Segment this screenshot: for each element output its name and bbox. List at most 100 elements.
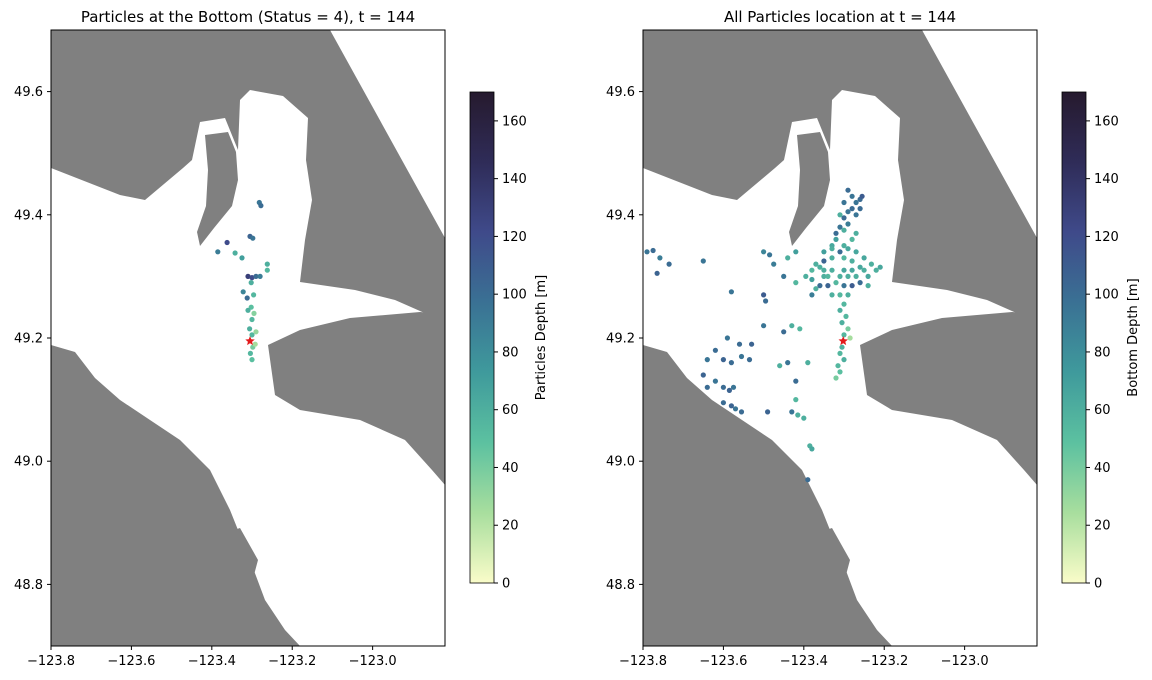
right-particle-point bbox=[837, 350, 843, 356]
left-particle-point bbox=[249, 332, 255, 338]
right-particle-point bbox=[789, 409, 795, 415]
left-colorbar-tick-label: 120 bbox=[502, 230, 527, 245]
right-xaxis: −123.8 −123.6 −123.4 −123.2 −123.0 bbox=[619, 646, 989, 669]
right-particle-point bbox=[837, 249, 843, 255]
right-particle-point bbox=[857, 206, 863, 212]
right-particle-point bbox=[781, 273, 787, 279]
left-particle-point bbox=[258, 203, 264, 209]
left-particle-point bbox=[247, 326, 253, 332]
left-xaxis: −123.8 −123.6 −123.4 −123.2 −123.0 bbox=[27, 646, 397, 669]
right-particle-point bbox=[821, 267, 827, 273]
right-particle-point bbox=[809, 446, 815, 452]
right-land-north bbox=[643, 30, 1037, 322]
left-xtick-label: −123.6 bbox=[107, 654, 155, 669]
right-particle-point bbox=[853, 273, 859, 279]
left-colorbar-tick-label: 80 bbox=[502, 345, 519, 360]
right-particle-point bbox=[873, 267, 879, 273]
right-particle-point bbox=[837, 292, 843, 298]
right-particle-point bbox=[712, 378, 719, 384]
right-particle-point bbox=[865, 283, 871, 289]
right-ytick-label: 49.0 bbox=[606, 455, 635, 470]
right-particle-point bbox=[857, 264, 863, 270]
right-particle-point bbox=[841, 283, 847, 289]
right-particle-point bbox=[712, 347, 719, 353]
right-colorbar-tick-label: 20 bbox=[1094, 519, 1111, 534]
left-particle-point bbox=[248, 304, 254, 310]
right-particle-point bbox=[730, 384, 737, 390]
right-particle-point bbox=[829, 292, 835, 298]
right-colorbar-tick-label: 40 bbox=[1094, 461, 1111, 476]
right-particle-point bbox=[825, 273, 831, 279]
right-xtick-label: −123.2 bbox=[860, 654, 908, 669]
right-particle-point bbox=[849, 283, 855, 289]
right-land-delta bbox=[860, 312, 1037, 485]
right-ytick-label: 49.6 bbox=[606, 85, 635, 100]
right-title: All Particles location at t = 144 bbox=[724, 8, 956, 26]
left-land bbox=[51, 30, 445, 646]
right-particle-point bbox=[805, 360, 811, 366]
right-particle-point bbox=[853, 249, 859, 255]
left-particle-point bbox=[232, 250, 238, 256]
right-particle-point bbox=[857, 280, 863, 286]
left-ytick-label: 49.0 bbox=[14, 455, 43, 470]
left-particle-point bbox=[248, 280, 254, 286]
left-colorbar: 0 20 40 60 80 100 120 140 160 Particles Depth [m] bbox=[469, 91, 549, 592]
right-particle-point bbox=[728, 289, 735, 295]
right-land-upper-west bbox=[643, 48, 762, 118]
left-colorbar-tick-label: 60 bbox=[502, 403, 519, 418]
right-particle-point bbox=[761, 292, 767, 298]
left-land-upper-west bbox=[51, 48, 170, 118]
right-particle-point bbox=[839, 320, 845, 326]
right-particle-point bbox=[726, 387, 733, 393]
right-particle-point bbox=[837, 224, 843, 230]
right-particle-point bbox=[829, 246, 835, 252]
right-particle-point bbox=[771, 261, 777, 267]
left-land-delta bbox=[268, 312, 445, 485]
left-title: Particles at the Bottom (Status = 4), t … bbox=[81, 8, 415, 26]
right-particle-point bbox=[845, 246, 851, 252]
right-particle-point bbox=[785, 360, 791, 366]
right-particle-point bbox=[736, 341, 743, 347]
right-colorbar-gradient bbox=[1061, 91, 1087, 584]
right-particle-point bbox=[821, 273, 827, 279]
right-particle-point bbox=[849, 236, 855, 242]
right-particle-point bbox=[809, 292, 815, 298]
right-particle-point bbox=[821, 249, 827, 255]
right-particle-point bbox=[845, 221, 851, 227]
left-particle-point bbox=[240, 289, 246, 295]
left-particle-point bbox=[245, 273, 251, 279]
right-particle-point bbox=[853, 212, 859, 218]
left-colorbar-label: Particles Depth [m] bbox=[534, 275, 549, 400]
left-colorbar-gradient bbox=[469, 91, 495, 584]
right-particle-point bbox=[803, 273, 809, 279]
right-particle-point bbox=[720, 357, 727, 363]
right-particle-point bbox=[841, 332, 847, 338]
right-particle-point bbox=[849, 267, 855, 273]
right-particle-point bbox=[650, 247, 656, 254]
left-colorbar-tick-label: 100 bbox=[502, 288, 527, 303]
right-particle-point bbox=[793, 280, 799, 286]
right-particle-point bbox=[732, 406, 739, 412]
right-particle-point bbox=[865, 273, 871, 279]
right-particle-point bbox=[809, 276, 815, 283]
right-particle-point bbox=[700, 258, 706, 264]
right-particle-point bbox=[833, 236, 839, 242]
right-particle-point bbox=[833, 230, 839, 236]
right-particle-point bbox=[837, 369, 843, 375]
right-particle-point bbox=[845, 326, 851, 332]
right-particle-point bbox=[845, 292, 851, 298]
left-ytick-label: 49.6 bbox=[14, 85, 43, 100]
right-particle-point bbox=[817, 283, 823, 289]
right-release-marker bbox=[838, 336, 848, 346]
right-particle-point bbox=[805, 477, 811, 483]
right-particle-point bbox=[868, 261, 875, 267]
right-particle-point bbox=[763, 298, 769, 304]
right-particle-point bbox=[704, 357, 710, 363]
left-xtick-label: −123.2 bbox=[268, 654, 316, 669]
left-particle-point bbox=[253, 329, 259, 335]
right-chart: All Particles location at t = 144 −123.8… bbox=[606, 8, 1141, 669]
left-xtick-label: −123.4 bbox=[188, 654, 236, 669]
right-land-island bbox=[789, 132, 830, 246]
left-ytick-label: 49.4 bbox=[14, 208, 43, 223]
right-particle-point bbox=[841, 227, 847, 233]
